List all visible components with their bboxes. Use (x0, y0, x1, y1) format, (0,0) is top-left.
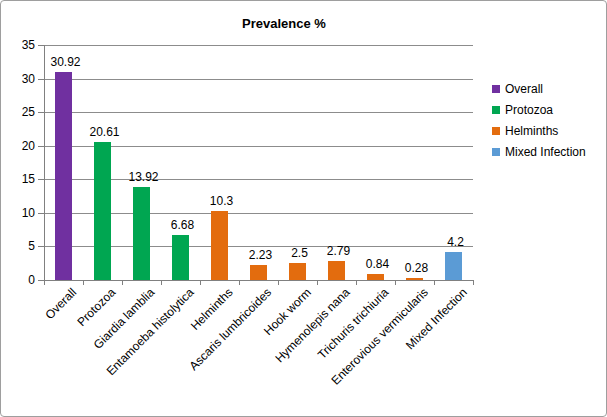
y-tick-label: 25 (1, 105, 35, 119)
bar (328, 261, 345, 280)
bar-value-label: 13.92 (114, 170, 174, 184)
y-tick-label: 20 (1, 139, 35, 153)
legend-label: Overall (505, 82, 543, 96)
legend-label: Mixed Infection (505, 145, 586, 159)
legend-item: Protozoa (492, 99, 586, 120)
bar (94, 142, 111, 280)
x-category-label-text: Overall (44, 286, 80, 322)
legend-item: Helminths (492, 120, 586, 141)
bar (406, 278, 423, 280)
bar (367, 274, 384, 280)
legend-swatch-icon (492, 85, 500, 93)
legend-swatch-icon (492, 106, 500, 114)
y-tick-label: 10 (1, 206, 35, 220)
y-tick-label: 15 (1, 172, 35, 186)
x-category-label-text: Trichuris trichiuria (316, 286, 392, 362)
bar-value-label: 6.68 (153, 218, 213, 232)
legend-label: Helminths (505, 124, 558, 138)
y-tick-label: 30 (1, 72, 35, 86)
legend-label: Protozoa (505, 103, 553, 117)
chart: Prevalence % 0 5 10 15 20 25 30 3530.92 Overall 2… (0, 0, 607, 417)
x-tick-mark (473, 280, 474, 285)
gridline (44, 79, 473, 80)
x-tick-mark (395, 280, 396, 285)
x-axis (44, 280, 474, 281)
x-tick-mark (122, 280, 123, 285)
bar-value-label: 20.61 (75, 125, 135, 139)
gridline (44, 45, 473, 46)
x-tick-mark (200, 280, 201, 285)
bar (55, 72, 72, 280)
bar-value-label: 2.79 (309, 244, 369, 258)
x-tick-mark (356, 280, 357, 285)
x-tick-mark (239, 280, 240, 285)
x-tick-mark (83, 280, 84, 285)
bar (211, 211, 228, 280)
bar-value-label: 10.3 (192, 194, 252, 208)
bar-value-label: 0.28 (387, 261, 447, 275)
legend-item: Mixed Infection (492, 141, 586, 162)
bar-value-label: 30.92 (36, 55, 96, 69)
bar (250, 265, 267, 280)
legend-swatch-icon (492, 148, 500, 156)
gridline (44, 112, 473, 113)
y-axis (44, 45, 45, 281)
legend-swatch-icon (492, 127, 500, 135)
bar (133, 187, 150, 280)
legend-item: Overall (492, 78, 586, 99)
bar (289, 263, 306, 280)
x-tick-mark (44, 280, 45, 285)
bar (445, 252, 462, 280)
y-tick-label: 35 (1, 38, 35, 52)
x-tick-mark (434, 280, 435, 285)
legend: Overall Protozoa Helminths Mixed Infection (492, 78, 586, 162)
y-tick-label: 5 (1, 239, 35, 253)
y-tick-label: 0 (1, 273, 35, 287)
x-tick-mark (317, 280, 318, 285)
bar-value-label: 4.2 (426, 235, 486, 249)
chart-title: Prevalence % (162, 16, 406, 31)
x-tick-mark (161, 280, 162, 285)
x-tick-mark (278, 280, 279, 285)
bar (172, 235, 189, 280)
